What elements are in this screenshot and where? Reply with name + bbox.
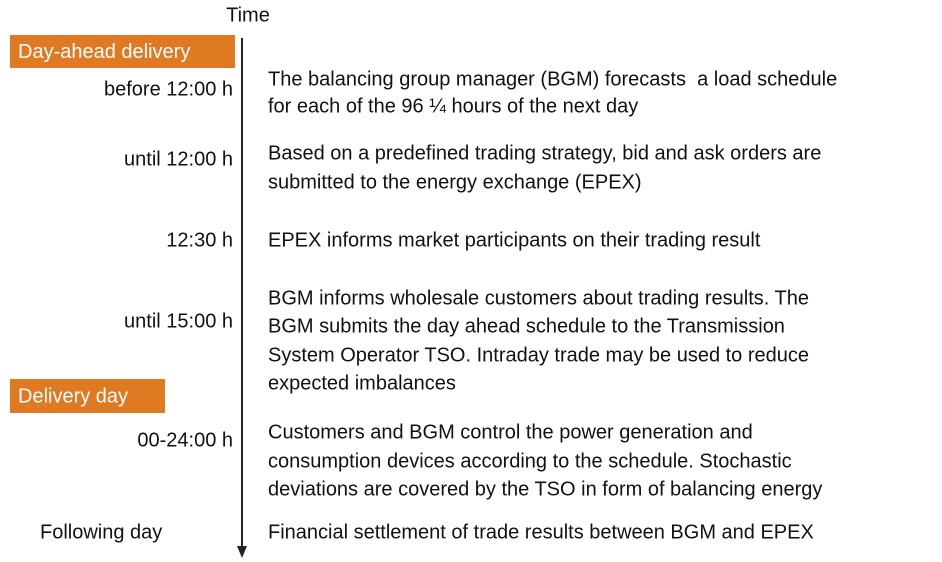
entry-description: for each of the 96 ¼ hours of the next d… — [268, 95, 638, 117]
axis-arrow — [237, 546, 247, 558]
section-label: Day-ahead delivery — [18, 41, 190, 63]
entry-description: Based on a predefined trading strategy, … — [268, 142, 821, 164]
entry-description: submitted to the energy exchange (EPEX) — [268, 171, 642, 193]
entry-time: before 12:00 h — [104, 78, 233, 100]
entry-description: EPEX informs market participants on thei… — [268, 229, 761, 251]
entry-description: System Operator TSO. Intraday trade may … — [268, 344, 809, 366]
axis-label: Time — [226, 4, 270, 26]
entry-time: Following day — [40, 521, 162, 543]
section-box — [10, 379, 165, 413]
entry-time: 00-24:00 h — [137, 429, 233, 451]
entry-description: expected imbalances — [268, 372, 456, 394]
entry-description: Customers and BGM control the power gene… — [268, 421, 753, 443]
entry-time: until 12:00 h — [124, 148, 233, 170]
entry-description: BGM informs wholesale customers about tr… — [268, 287, 809, 309]
entry-time: until 15:00 h — [124, 310, 233, 332]
entry-description: BGM submits the day ahead schedule to th… — [268, 315, 785, 337]
entry-description: Financial settlement of trade results be… — [268, 521, 814, 543]
entry-description: The balancing group manager (BGM) foreca… — [268, 68, 837, 90]
section-box — [10, 35, 235, 68]
entry-time: 12:30 h — [166, 229, 233, 251]
entry-description: deviations are covered by the TSO in for… — [268, 478, 822, 500]
section-label: Delivery day — [18, 385, 128, 407]
entry-description: consumption devices according to the sch… — [268, 450, 792, 472]
